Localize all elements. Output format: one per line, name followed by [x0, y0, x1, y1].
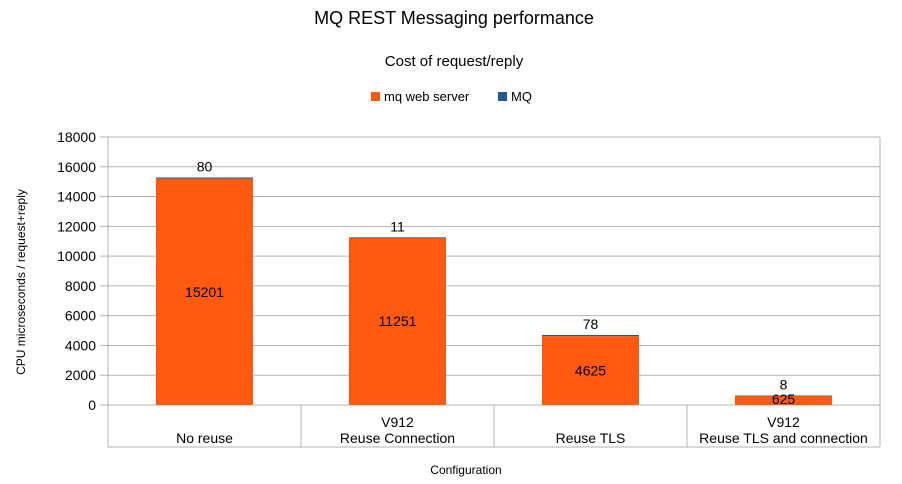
- chart-title: MQ REST Messaging performance: [314, 8, 594, 28]
- y-tick-label: 18000: [57, 129, 96, 145]
- category-label: V912: [767, 414, 800, 430]
- category-label: V912: [381, 414, 414, 430]
- category-label: Reuse TLS and connection: [699, 430, 868, 446]
- category-label: No reuse: [176, 430, 233, 446]
- y-tick-label: 2000: [65, 367, 96, 383]
- bar-mq-web-server: [349, 237, 446, 405]
- data-label-mq: 11: [390, 218, 405, 234]
- y-tick-label: 12000: [57, 218, 96, 234]
- y-tick-label: 8000: [65, 278, 96, 294]
- category-label: Reuse TLS: [556, 430, 626, 446]
- y-tick-label: 16000: [57, 159, 96, 175]
- bars: [156, 177, 832, 405]
- data-label-mq-web-server: 625: [772, 391, 796, 407]
- legend: mq web server MQ: [371, 89, 532, 104]
- bar-mq: [156, 177, 253, 179]
- y-tick-label: 6000: [65, 308, 96, 324]
- y-tick-label: 14000: [57, 189, 96, 205]
- legend-label: MQ: [511, 89, 532, 104]
- bar-mq-web-server: [735, 395, 832, 405]
- y-tick-label: 0: [88, 397, 96, 413]
- data-label-mq: 8: [780, 377, 788, 393]
- x-axis-label: Configuration: [430, 463, 501, 477]
- y-tick-label: 4000: [65, 337, 96, 353]
- bar-mq-web-server: [156, 178, 253, 405]
- data-label-mq: 80: [197, 158, 213, 174]
- y-axis-label: CPU microseconds / request+reply: [14, 189, 28, 375]
- data-label-mq-web-server: 15201: [185, 284, 224, 300]
- legend-label: mq web server: [384, 89, 470, 104]
- legend-swatch: [498, 92, 507, 101]
- bar-mq: [542, 334, 639, 337]
- legend-swatch: [371, 92, 380, 101]
- y-tick-label: 10000: [57, 248, 96, 264]
- category-label: Reuse Connection: [340, 430, 455, 446]
- bar-mq-web-server: [542, 336, 639, 405]
- chart-subtitle: Cost of request/reply: [385, 53, 524, 70]
- bar-mq: [735, 395, 832, 397]
- data-label-mq-web-server: 4625: [575, 363, 606, 379]
- data-label-mq: 78: [583, 316, 599, 332]
- bar-mq: [349, 237, 446, 238]
- data-label-mq-web-server: 11251: [379, 313, 417, 329]
- y-axis-ticks: 0 2000 4000 6000 8000 10000 12000 14000 16000 180…: [57, 129, 108, 413]
